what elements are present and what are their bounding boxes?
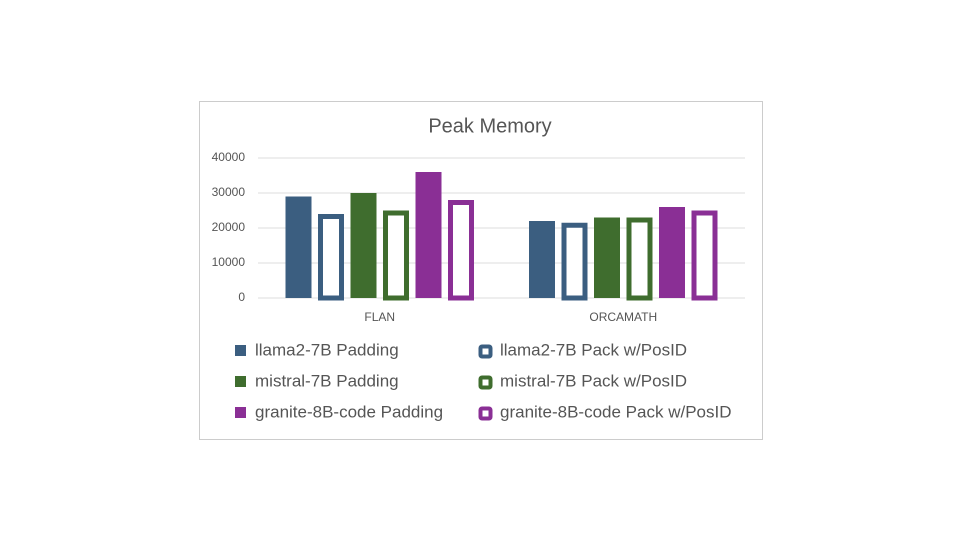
legend-label: granite-8B-code Pack w/PosID: [500, 402, 732, 421]
legend-marker: [235, 407, 246, 418]
bar: [415, 172, 442, 298]
legend-label: mistral-7B Padding: [255, 371, 399, 390]
y-tick-label: 20000: [212, 220, 246, 234]
y-tick-label: 10000: [212, 255, 246, 269]
y-tick-label: 40000: [212, 150, 246, 164]
x-tick-label: ORCAMATH: [589, 310, 657, 324]
legend-marker: [478, 344, 493, 359]
bar: [285, 196, 312, 298]
bar: [448, 200, 474, 301]
y-tick-label: 30000: [212, 185, 246, 199]
legend-marker: [235, 376, 246, 387]
legend-label: granite-8B-code Padding: [255, 402, 443, 421]
legend-label: llama2-7B Pack w/PosID: [500, 340, 687, 359]
legend-marker: [478, 406, 493, 421]
bar: [318, 214, 344, 301]
bar: [350, 193, 377, 298]
legend-marker: [235, 345, 246, 356]
bar: [659, 207, 685, 298]
y-tick-label: 0: [238, 290, 245, 304]
bar: [561, 222, 588, 301]
legend-label: llama2-7B Padding: [255, 340, 399, 359]
bar: [383, 210, 409, 301]
bar: [691, 210, 718, 301]
bar: [626, 217, 653, 301]
legend-marker: [478, 375, 493, 390]
chart-title: Peak Memory: [428, 115, 551, 137]
bar: [529, 221, 555, 298]
x-tick-label: FLAN: [364, 310, 395, 324]
bar: [594, 217, 620, 298]
legend-label: mistral-7B Pack w/PosID: [500, 371, 687, 390]
